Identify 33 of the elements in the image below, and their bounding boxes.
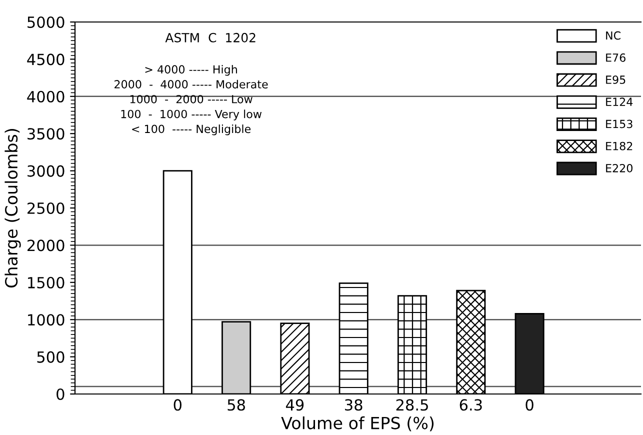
x-tick-label: 6.3 [460, 399, 482, 411]
y-tick-label: 5000 [28, 16, 64, 28]
annotation: < 100 ----- Negligible [132, 124, 251, 136]
y-tick-label: 4000 [27, 90, 64, 102]
x-tick-label: 28.5 [396, 399, 428, 411]
annotation: 2000 - 4000 ----- Moderate [114, 80, 268, 88]
annotation: 100 - 1000 ----- Very low [121, 110, 262, 120]
x-tick-label: 49 [286, 399, 304, 411]
annotation: > 4000 ----- High [145, 64, 237, 76]
legend-label: E182 [606, 142, 632, 150]
legend-label: E220 [606, 164, 632, 172]
x-tick-label: 38 [345, 399, 362, 411]
annotation: ASTM C 1202 [165, 32, 256, 42]
x-tick-label: 0 [174, 399, 182, 411]
legend-label: E76 [606, 53, 626, 62]
y-tick-label: 2500 [28, 202, 64, 214]
y-tick-label: 4500 [27, 54, 64, 66]
y-axis-title: Charge (Coulombs) [4, 129, 21, 288]
annotation: 1000 - 2000 ----- Low [130, 94, 252, 104]
legend-label: E95 [606, 76, 626, 84]
y-tick-label: 3500 [28, 128, 64, 140]
legend-label: NC [606, 31, 620, 40]
x-tick-label: 58 [228, 399, 245, 411]
y-tick-label: 1500 [28, 276, 64, 288]
x-axis-title: Volume of EPS (%) [281, 416, 434, 432]
legend-label: E124 [606, 98, 633, 106]
y-tick-label: 500 [37, 351, 64, 363]
y-tick-label: 2000 [28, 240, 64, 252]
legend-label: E153 [606, 120, 632, 128]
x-tick-label: 0 [526, 399, 534, 411]
y-tick-label: 3000 [28, 165, 64, 177]
y-tick-label: 1000 [28, 314, 64, 326]
y-tick-label: 0 [56, 388, 64, 400]
